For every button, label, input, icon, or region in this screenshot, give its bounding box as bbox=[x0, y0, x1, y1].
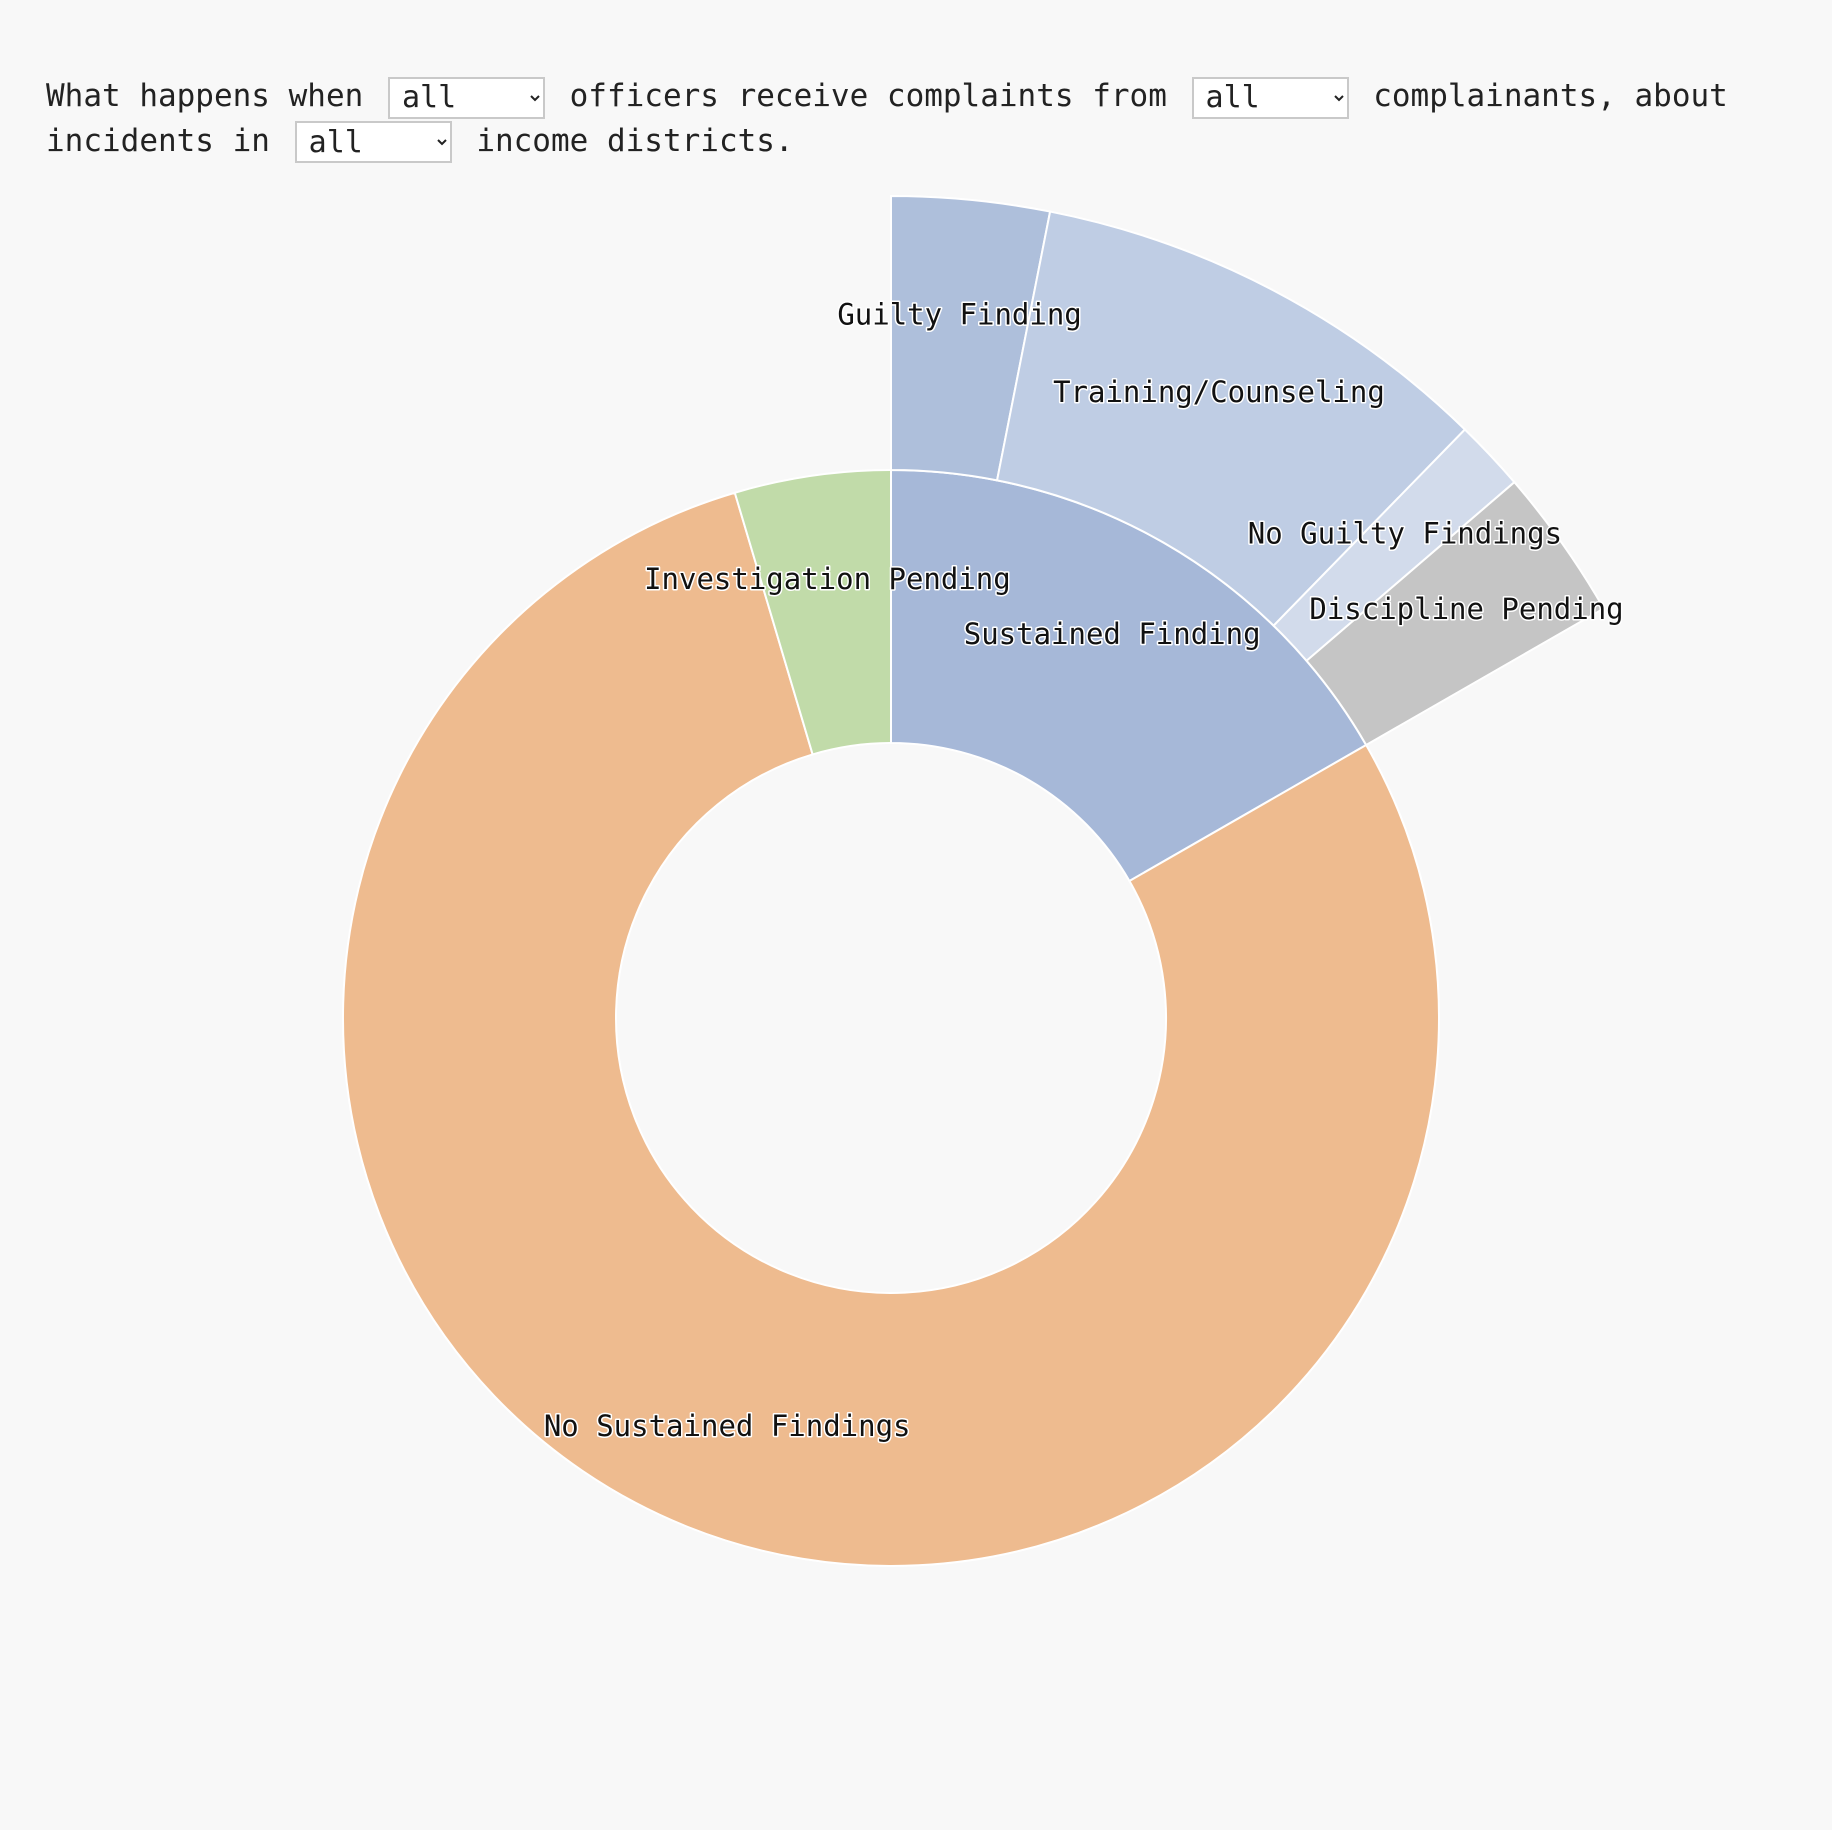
label-no-guilty-findings: No Guilty Findings bbox=[1248, 516, 1562, 550]
sentence-mid-1: officers receive complaints from bbox=[569, 78, 1167, 114]
sentence-mid-2: complainants, about incidents in bbox=[46, 78, 1728, 159]
segment-no-sustained-findings[interactable] bbox=[341, 491, 1440, 1567]
label-sustained-finding: Sustained Finding bbox=[964, 617, 1261, 651]
label-discipline-pending: Discipline Pending bbox=[1309, 592, 1623, 626]
sentence-suffix: income districts. bbox=[476, 122, 794, 159]
filter-sentence: What happens when all officers receive c… bbox=[46, 74, 1806, 163]
complainant-type-select[interactable]: all bbox=[1191, 76, 1349, 119]
officer-type-select[interactable]: all bbox=[387, 76, 545, 119]
segment-discipline-pending[interactable] bbox=[1305, 480, 1606, 747]
sentence-prefix: What happens when bbox=[46, 78, 364, 114]
district-income-select[interactable]: all bbox=[294, 121, 452, 163]
label-investigation-pending: Investigation Pending bbox=[644, 562, 1011, 596]
label-training-counseling: Training/Counseling bbox=[1053, 375, 1385, 409]
label-no-sustained-findings: No Sustained Findings bbox=[544, 1409, 911, 1443]
label-guilty-finding: Guilty Finding bbox=[837, 297, 1081, 331]
